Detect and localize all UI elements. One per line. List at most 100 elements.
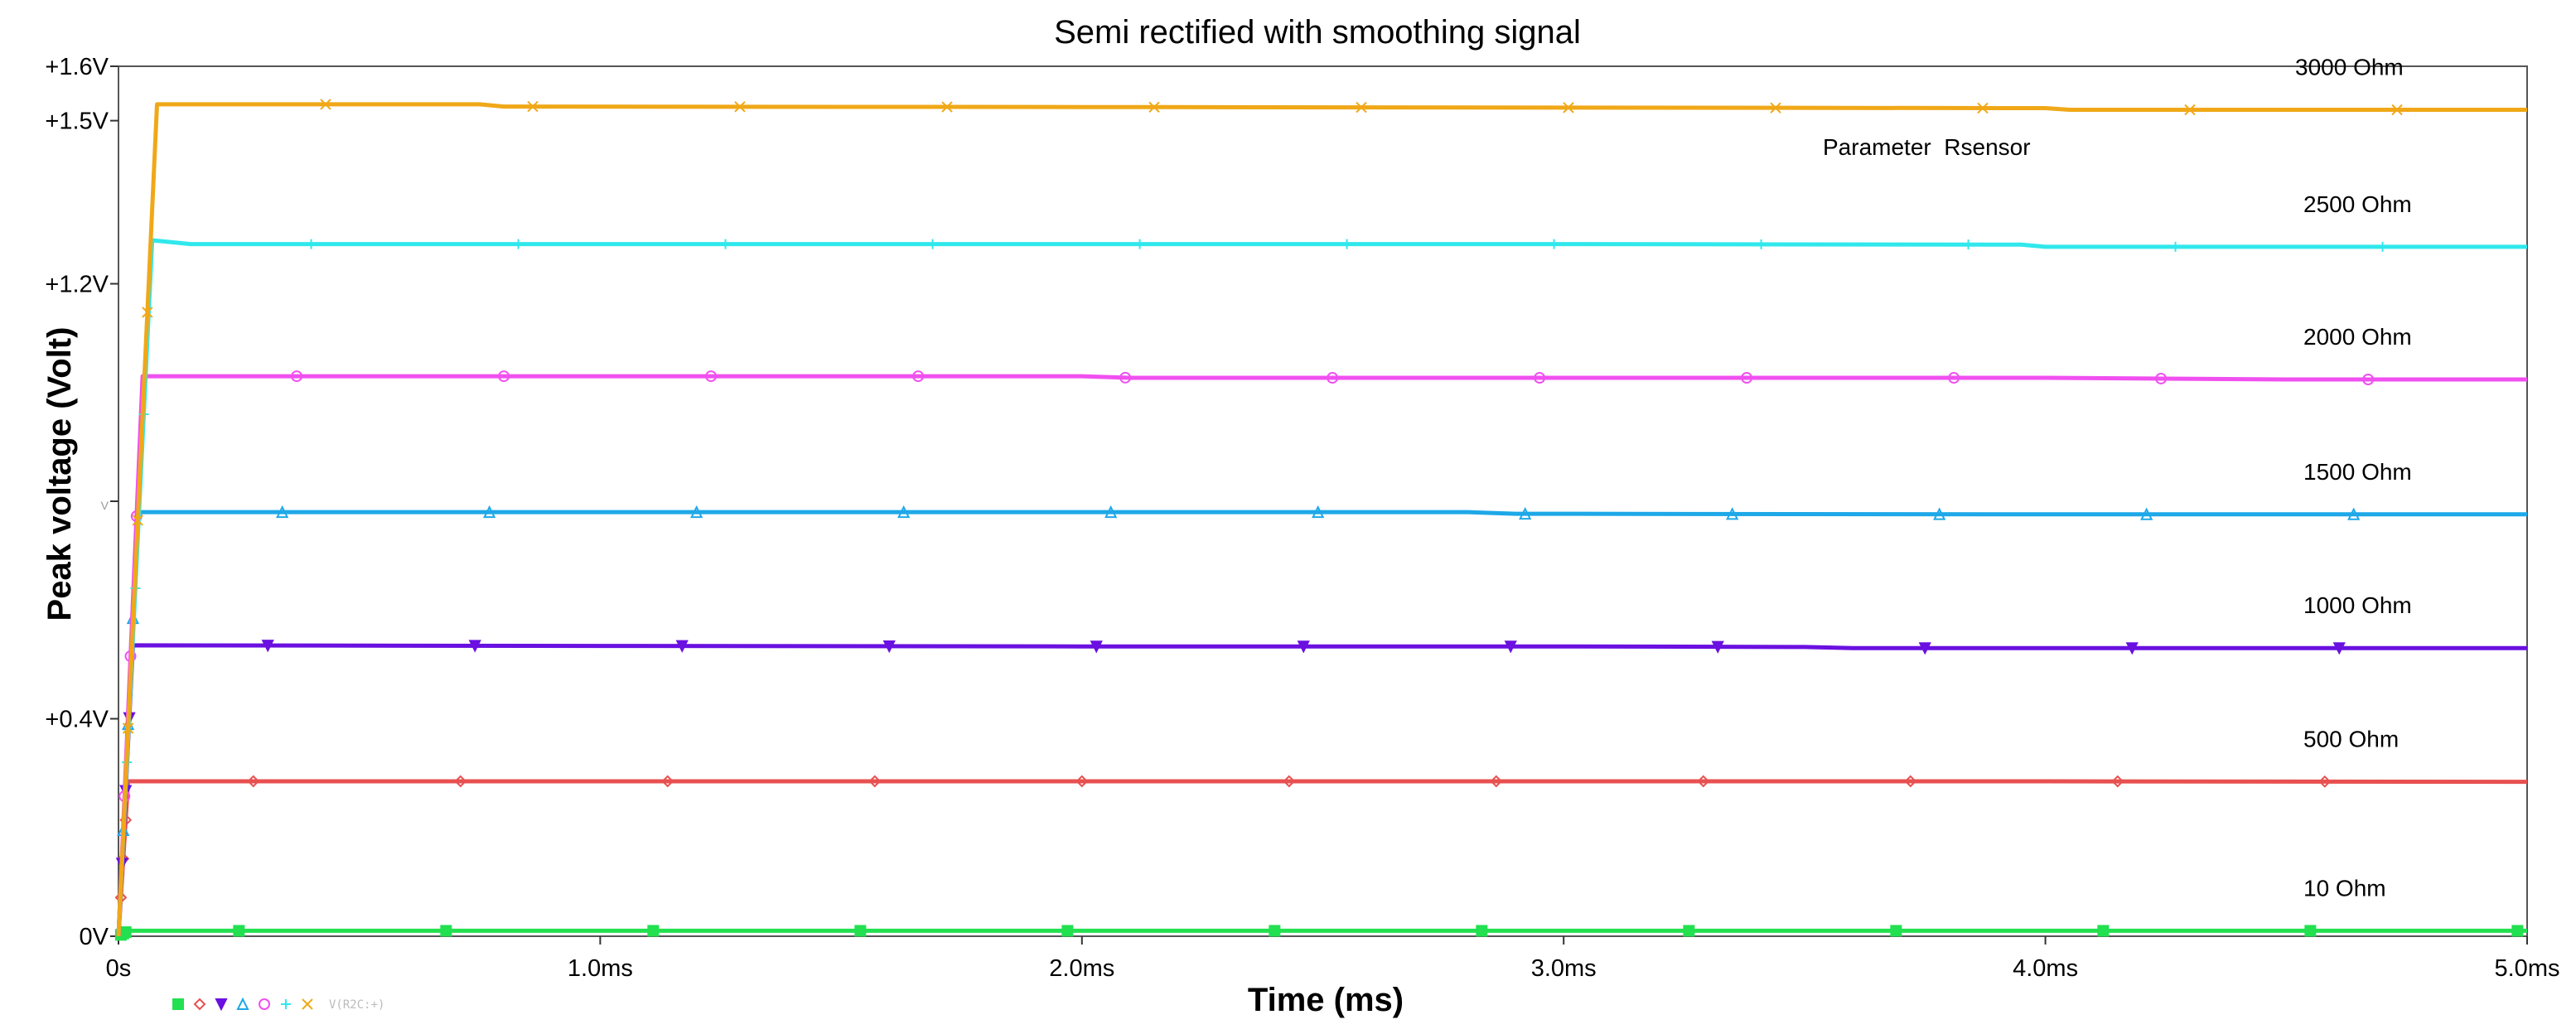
y-tick-label: +1.6V — [45, 54, 109, 80]
series-marker — [912, 370, 925, 383]
x-tick-label: 2.0ms — [1049, 955, 1114, 982]
series-marker — [281, 999, 291, 1009]
series-marker — [1312, 505, 1325, 519]
series-marker — [1918, 642, 1931, 655]
series-marker — [2140, 507, 2153, 520]
series-line — [116, 643, 2527, 937]
series-marker — [320, 99, 331, 110]
series-marker — [259, 998, 270, 1010]
series-marker — [1726, 507, 1739, 520]
series-marker — [1297, 640, 1310, 654]
series-label: 10 Ohm — [2303, 875, 2386, 901]
series-marker — [513, 239, 524, 249]
y-tick-label: +1.2V — [45, 272, 109, 298]
series-marker — [172, 998, 184, 1010]
series-marker — [1563, 102, 1574, 114]
series-marker — [1476, 925, 1488, 937]
series-marker — [1075, 775, 1089, 788]
series-line — [116, 510, 2527, 937]
series-marker — [705, 370, 718, 383]
y-tick-label: 0V — [80, 924, 109, 950]
series-marker — [2318, 775, 2332, 788]
annotation-parameter: Parameter Rsensor — [1823, 134, 2031, 160]
series-marker — [2347, 507, 2361, 520]
series-marker — [1504, 640, 1517, 654]
series-labels: 10 Ohm 500 Ohm 1000 Ohm 1500 Ohm 2000 Ohm 250… — [2295, 55, 2412, 901]
series-marker — [1770, 102, 1781, 114]
series-marker — [1283, 775, 1296, 788]
series-marker — [1904, 775, 1917, 788]
x-tick-label: 4.0ms — [2013, 955, 2078, 982]
series-marker — [276, 505, 289, 519]
series-marker — [1890, 925, 1902, 937]
series-marker — [2125, 642, 2139, 655]
series-layer — [114, 99, 2528, 941]
series-marker — [675, 640, 689, 653]
series-marker — [2170, 241, 2181, 252]
series-label: 2000 Ohm — [2303, 324, 2412, 350]
series-marker — [1549, 239, 1559, 249]
series-marker — [1534, 372, 1546, 384]
y-axis-title: Peak voltage (Volt) — [41, 327, 78, 621]
legend-trace-name: V(R2C:+) — [329, 998, 384, 1012]
series-marker — [142, 307, 153, 318]
series-marker — [1683, 925, 1695, 937]
x-tick-label: 0s — [106, 955, 132, 982]
series-marker — [291, 370, 303, 383]
series-marker — [734, 101, 746, 113]
series-marker — [236, 997, 249, 1010]
y-tick-label: V — [101, 499, 109, 512]
series-marker — [261, 640, 274, 653]
series-line — [117, 928, 2527, 939]
y-tick-label: +0.4V — [45, 707, 109, 733]
series-marker — [720, 239, 731, 249]
series-marker — [193, 998, 206, 1011]
series-marker — [1061, 925, 1074, 937]
series-marker — [1327, 372, 1339, 384]
axis-ticks: 0s 1.0ms 2.0ms 3.0ms 4.0ms 5.0ms 0V +0.4V V +1.2V… — [45, 54, 2559, 982]
series-marker — [2391, 104, 2403, 116]
series-marker — [1756, 239, 1766, 249]
x-tick-label: 3.0ms — [1531, 955, 1597, 982]
series-marker — [661, 775, 674, 788]
series-marker — [247, 775, 260, 788]
series-marker — [2362, 374, 2375, 385]
series-label: 500 Ohm — [2303, 727, 2399, 752]
series-marker — [2097, 925, 2110, 937]
series-marker — [1977, 102, 1989, 114]
series-marker — [1341, 239, 1352, 249]
trace-legend: V(R2C:+) — [172, 997, 384, 1012]
series-500-ohm — [114, 775, 2528, 937]
x-axis-title: Time (ms) — [1248, 982, 1404, 1018]
series-marker — [1711, 640, 1724, 654]
series-marker — [454, 775, 467, 788]
series-marker — [2184, 104, 2196, 116]
series-label: 2500 Ohm — [2303, 191, 2412, 217]
series-marker — [2304, 925, 2317, 937]
series-marker — [1148, 101, 1160, 114]
series-line — [116, 238, 2527, 937]
series-marker — [2155, 372, 2168, 384]
series-marker — [527, 100, 539, 113]
series-marker — [2511, 925, 2524, 937]
series-marker — [1269, 925, 1281, 937]
series-marker — [1741, 372, 1753, 384]
series-marker — [1697, 775, 1710, 788]
series-marker — [941, 101, 953, 113]
chart-title: Semi rectified with smoothing signal — [1054, 14, 1581, 51]
series-marker — [927, 239, 938, 249]
series-marker — [1119, 371, 1132, 384]
series-marker — [1090, 640, 1103, 654]
series-marker — [1948, 372, 1960, 384]
series-marker — [302, 998, 313, 1010]
series-marker — [306, 239, 317, 249]
series-marker — [868, 775, 882, 788]
series-marker — [1933, 507, 1946, 520]
series-marker — [897, 505, 911, 519]
series-line — [116, 102, 2527, 937]
series-marker — [1490, 775, 1503, 788]
series-marker — [2377, 241, 2388, 252]
series-marker — [1963, 239, 1974, 250]
